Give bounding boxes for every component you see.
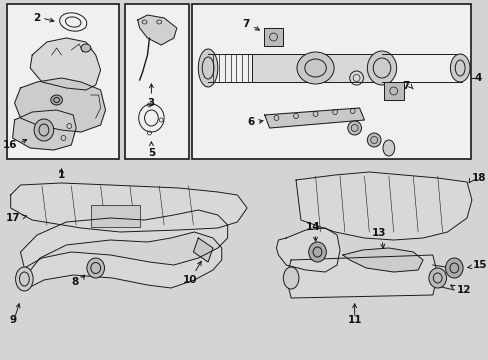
Text: 13: 13 <box>371 228 386 238</box>
Ellipse shape <box>449 54 469 82</box>
Polygon shape <box>11 183 246 232</box>
Text: 3: 3 <box>147 98 155 108</box>
Text: 4: 4 <box>474 73 481 83</box>
Polygon shape <box>193 238 213 262</box>
Text: 1: 1 <box>58 170 65 180</box>
Ellipse shape <box>382 140 394 156</box>
Text: 15: 15 <box>472 260 487 270</box>
Ellipse shape <box>445 258 462 278</box>
Polygon shape <box>15 78 105 132</box>
Polygon shape <box>295 172 471 240</box>
Ellipse shape <box>283 267 298 289</box>
Text: 2: 2 <box>33 13 40 23</box>
Ellipse shape <box>34 119 54 141</box>
Text: 7: 7 <box>242 19 249 29</box>
Ellipse shape <box>16 267 33 291</box>
Bar <box>251 54 378 82</box>
Text: 14: 14 <box>305 222 320 232</box>
Text: 6: 6 <box>247 117 254 127</box>
Ellipse shape <box>366 133 380 147</box>
Ellipse shape <box>366 51 396 85</box>
Polygon shape <box>285 255 437 298</box>
Bar <box>192 4 470 159</box>
Ellipse shape <box>51 95 62 105</box>
Polygon shape <box>30 38 101 90</box>
Polygon shape <box>13 110 76 150</box>
Polygon shape <box>264 108 364 128</box>
Ellipse shape <box>308 242 325 262</box>
Text: 12: 12 <box>456 285 471 295</box>
Ellipse shape <box>428 268 446 288</box>
Text: 7: 7 <box>401 81 408 91</box>
Text: 17: 17 <box>6 213 20 223</box>
Bar <box>125 4 188 159</box>
Bar <box>383 82 403 100</box>
Text: 18: 18 <box>471 173 486 183</box>
Ellipse shape <box>347 121 361 135</box>
Text: 10: 10 <box>183 275 197 285</box>
Ellipse shape <box>81 44 91 52</box>
Text: 5: 5 <box>147 148 155 158</box>
Bar <box>7 4 119 159</box>
Text: 11: 11 <box>346 315 361 325</box>
Ellipse shape <box>87 258 104 278</box>
Bar <box>91 205 140 227</box>
Polygon shape <box>342 248 422 272</box>
Text: 16: 16 <box>3 140 18 150</box>
Text: 8: 8 <box>72 277 79 287</box>
Ellipse shape <box>296 52 333 84</box>
Polygon shape <box>138 15 177 45</box>
Ellipse shape <box>198 49 217 87</box>
Polygon shape <box>20 210 227 290</box>
Bar <box>263 28 283 46</box>
Text: 9: 9 <box>9 315 16 325</box>
Polygon shape <box>276 228 339 272</box>
